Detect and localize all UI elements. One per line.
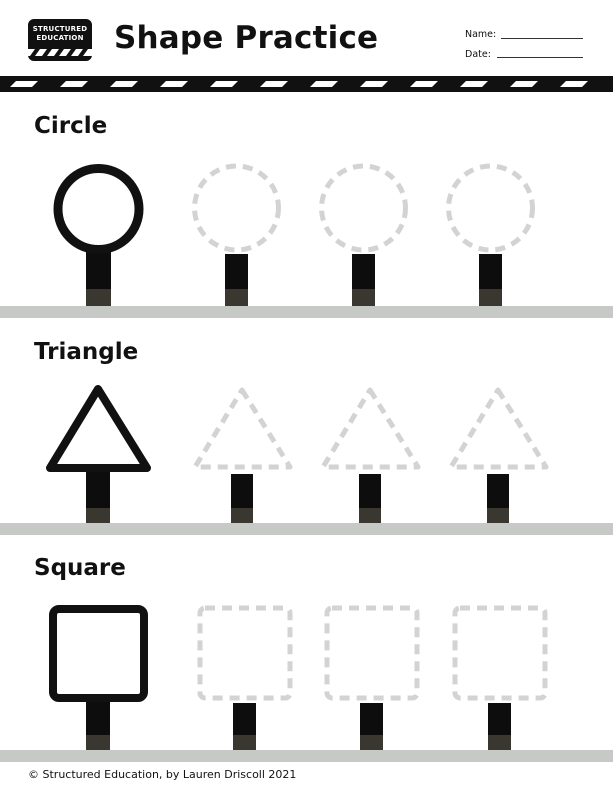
circle-trace-sign[interactable] [449,166,533,306]
square-model-sign [53,609,144,750]
circle-trace-sign[interactable] [322,166,406,306]
circle-ground [0,306,613,318]
circle-trace-sign[interactable] [195,166,279,306]
triangle-trace-sign[interactable] [195,390,290,523]
square-trace-sign[interactable] [200,608,290,750]
footer-copyright: © Structured Education, by Lauren Drisco… [28,768,296,781]
circle-model-sign [58,169,139,307]
square-trace-sign[interactable] [327,608,417,750]
triangle-model-sign [50,389,147,523]
square-trace-sign[interactable] [455,608,545,750]
triangle-trace-sign[interactable] [323,390,418,523]
triangle-ground [0,523,613,535]
square-ground [0,750,613,762]
triangle-trace-sign[interactable] [451,390,546,523]
